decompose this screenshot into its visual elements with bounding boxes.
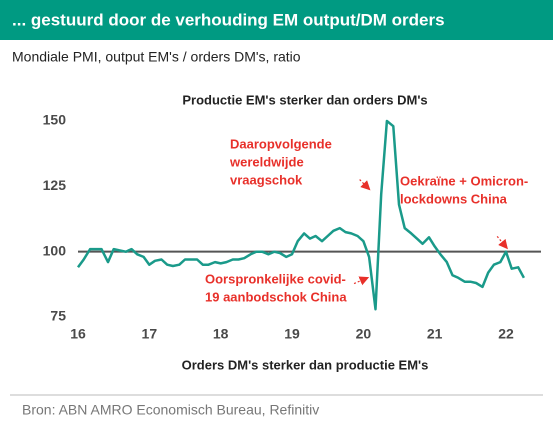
annotation: Daaropvolgende xyxy=(230,136,332,151)
header-bar xyxy=(0,0,553,40)
y-tick-label: 150 xyxy=(43,112,67,128)
header: ... gestuurd door de verhouding EM outpu… xyxy=(12,10,445,29)
source: Bron: ABN AMRO Economisch Bureau, Refini… xyxy=(22,402,319,418)
y-tick-label: 125 xyxy=(43,177,67,193)
annotation-arrow xyxy=(359,179,371,191)
annotation: vraagschok xyxy=(230,172,303,187)
annotation: Oorspronkelijke covid- xyxy=(205,271,346,286)
x-tick-label: 19 xyxy=(284,326,300,342)
x-tick-label: 22 xyxy=(498,326,514,342)
annotation-arrow xyxy=(353,276,370,286)
x-tick-label: 21 xyxy=(427,326,443,342)
x-tick-label: 17 xyxy=(142,326,158,342)
line xyxy=(76,119,525,311)
x-tick-label: 18 xyxy=(213,326,229,342)
x-tick-label: 16 xyxy=(70,326,86,342)
y-tick-label: 75 xyxy=(50,308,66,324)
y-tick-label: 100 xyxy=(43,242,67,258)
chart-title: Productie EM's sterker dan orders DM's xyxy=(182,92,427,107)
annotation: 19 aanbodschok China xyxy=(205,289,347,304)
subtitle: Mondiale PMI, output EM's / orders DM's,… xyxy=(12,49,301,65)
x-label: Orders DM's sterker dan productie EM's xyxy=(182,357,429,372)
x-tick-label: 20 xyxy=(356,326,372,342)
annotation-arrow xyxy=(496,235,508,250)
annotation: Oekraïne + Omicron- xyxy=(400,173,528,188)
annotation: wereldwijde xyxy=(229,154,304,169)
annotation: lockdowns China xyxy=(400,191,508,206)
